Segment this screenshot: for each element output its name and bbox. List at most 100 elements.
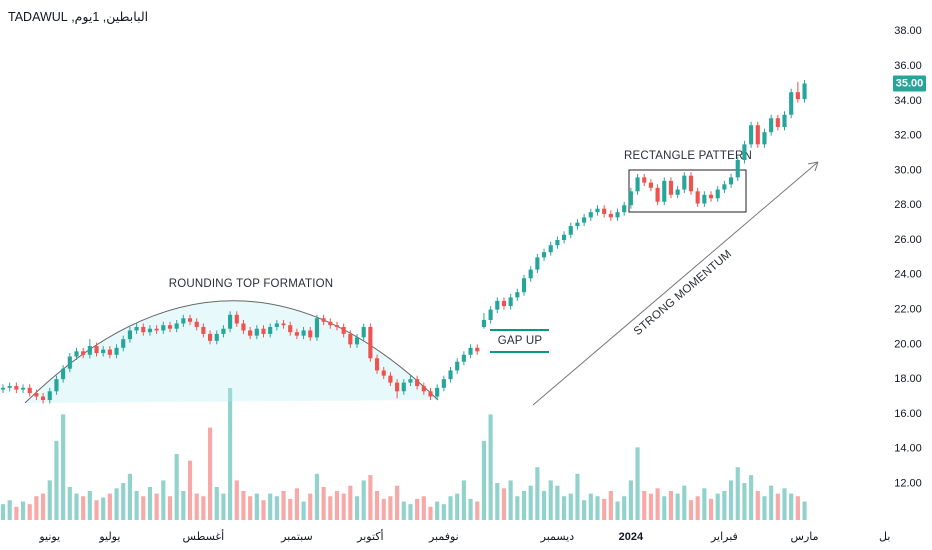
- x-tick-label: يوليو: [98, 531, 120, 543]
- candle-body: [167, 325, 173, 329]
- candle-body: [582, 217, 587, 223]
- volume-bar: [94, 500, 99, 520]
- volume-bar: [241, 490, 246, 520]
- volume-bar: [107, 493, 112, 520]
- candle-body: [87, 346, 92, 355]
- volume-bar: [268, 493, 273, 520]
- candle-body: [107, 349, 112, 355]
- volume-bar: [181, 490, 186, 520]
- candle-body: [648, 182, 653, 188]
- candle-body: [261, 328, 266, 334]
- y-tick-label: 30.00: [894, 164, 922, 176]
- volume-bar: [688, 500, 694, 520]
- candle-body: [555, 240, 560, 246]
- volume-bar: [742, 483, 747, 520]
- candle-body: [381, 370, 386, 376]
- volume-bar: [147, 487, 153, 520]
- candle-body: [735, 160, 740, 178]
- volume-bar: [515, 496, 520, 520]
- candle-body: [762, 132, 767, 145]
- candle-body: [348, 333, 353, 345]
- volume-bar: [555, 485, 560, 520]
- y-tick-label: 16.00: [894, 408, 922, 420]
- volume-bar: [401, 501, 406, 520]
- y-tick-label: 36.00: [894, 60, 922, 72]
- volume-bar: [234, 480, 239, 520]
- candle-body: [308, 330, 313, 338]
- symbol-header: البابطين, 1يوم, TADAWUL: [8, 10, 149, 24]
- volume-bar: [675, 493, 680, 520]
- volume-bar: [134, 490, 139, 520]
- candle-body: [74, 351, 79, 357]
- candle-body: [622, 205, 627, 213]
- volume-bar: [521, 490, 527, 520]
- candle-body: [688, 175, 694, 192]
- volume-bar: [508, 480, 513, 520]
- volume-bar: [374, 490, 380, 520]
- volume-bar: [328, 496, 333, 520]
- candle-body: [528, 269, 533, 279]
- rounding-top-label: ROUNDING TOP FORMATION: [169, 278, 334, 290]
- volume-bar: [635, 447, 640, 520]
- volume-bar: [288, 498, 293, 520]
- volume-bar: [67, 487, 72, 520]
- candle-body: [94, 346, 99, 354]
- candle-body: [441, 379, 446, 388]
- candle-body: [354, 337, 360, 345]
- candle-body: [595, 208, 600, 213]
- last-price-box: [893, 75, 926, 92]
- candle-body: [421, 386, 426, 392]
- candle-body: [67, 356, 72, 369]
- volume-bar: [662, 496, 667, 520]
- volume-bar: [395, 485, 400, 520]
- candle-body: [174, 323, 179, 329]
- volume-bar: [114, 488, 119, 520]
- candle-body: [615, 212, 620, 218]
- candle-body: [455, 361, 460, 371]
- volume-bar: [201, 496, 206, 520]
- x-tick-label: أغسطس: [183, 529, 225, 543]
- candle-body: [314, 318, 320, 338]
- rectangle-label: RECTANGLE PATTERN: [624, 150, 752, 162]
- candle-body: [187, 318, 193, 322]
- candle-body: [114, 347, 119, 355]
- candle-body: [775, 118, 780, 127]
- candle-body: [41, 396, 46, 400]
- volume-bar: [428, 506, 433, 520]
- candle-body: [401, 382, 406, 392]
- y-tick-label: 34.00: [894, 95, 922, 107]
- volume-bar: [261, 500, 266, 520]
- candle-body: [34, 393, 39, 397]
- candle-body: [388, 375, 393, 383]
- candle-body: [161, 325, 166, 331]
- candle-body: [415, 379, 420, 387]
- candle-body: [147, 328, 153, 333]
- volume-bar: [101, 497, 106, 520]
- volume-bar: [548, 480, 553, 520]
- candle-body: [101, 349, 106, 354]
- candle-body: [321, 318, 326, 322]
- volume-bar: [388, 496, 393, 520]
- candle-body: [515, 292, 520, 298]
- volume-bar: [668, 490, 674, 520]
- volume-bar: [789, 493, 794, 520]
- candle-body: [742, 144, 747, 160]
- x-tick-label: 2024: [619, 531, 644, 543]
- volume-bar: [468, 498, 473, 520]
- volume-bar: [228, 388, 233, 520]
- volume-bar: [608, 490, 613, 520]
- volume-bar: [415, 498, 420, 520]
- candle-body: [662, 180, 667, 202]
- candle-body: [769, 118, 774, 133]
- volume-bar: [655, 488, 660, 520]
- volume-bar: [708, 498, 714, 520]
- candle-body: [535, 257, 540, 270]
- volume-bar: [595, 496, 600, 520]
- volume-bar: [628, 480, 633, 520]
- volume-bar: [121, 483, 126, 520]
- y-tick-label: 20.00: [894, 338, 922, 350]
- volume-bar: [715, 493, 720, 520]
- candle-body: [602, 208, 607, 214]
- volume-bar: [381, 498, 386, 520]
